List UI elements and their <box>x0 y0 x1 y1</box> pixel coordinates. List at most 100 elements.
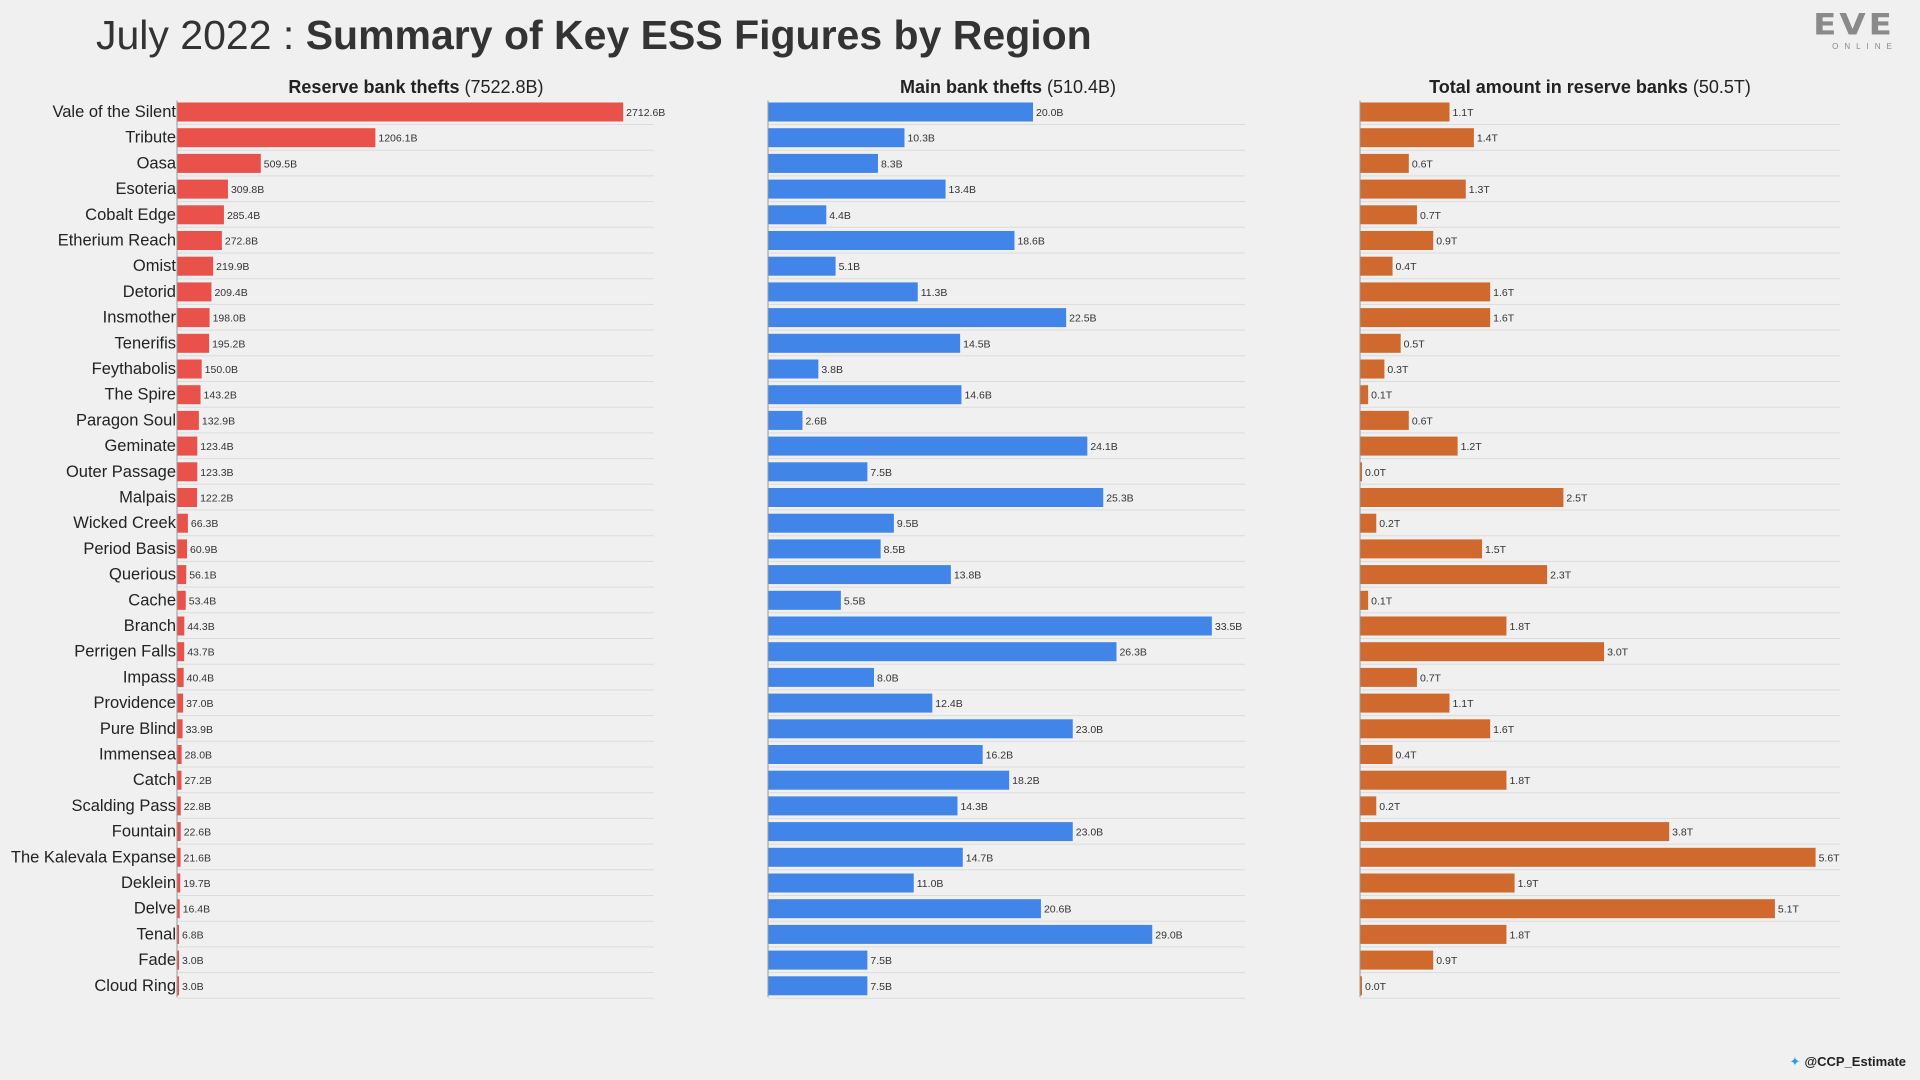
bar-deklein <box>177 873 181 893</box>
data-label-perrigen-falls: 3.0T <box>1607 647 1629 659</box>
bar-insmother <box>177 308 210 328</box>
bar-paragon-soul <box>177 410 199 430</box>
data-label-the-spire: 0.1T <box>1371 390 1393 402</box>
chart-reserve-bank-thefts: Reserve bank thefts (7522.8B) 2712.6B 1206… <box>176 77 665 999</box>
data-label-immensea: 0.4T <box>1396 750 1418 762</box>
region-label-wicked-creek: Wicked Creek <box>73 514 176 532</box>
data-label-querious: 56.1B <box>189 570 216 582</box>
bar-cache <box>768 590 841 610</box>
bar-scalding-pass <box>1360 796 1377 816</box>
region-label-geminate: Geminate <box>104 437 176 455</box>
data-label-tribute: 1.4T <box>1477 133 1499 145</box>
bar-omist <box>768 256 836 276</box>
bar-feythabolis <box>768 359 819 379</box>
title-date: July 2022 : <box>96 12 306 58</box>
bar-perrigen-falls <box>177 642 185 662</box>
chart-title-total: (7522.8B) <box>465 77 544 97</box>
region-label-the-kalevala-expanse: The Kalevala Expanse <box>11 848 176 866</box>
bar-detorid <box>177 282 212 302</box>
bar-etherium-reach <box>768 231 1015 250</box>
bar-fade <box>177 950 179 970</box>
data-label-cache: 53.4B <box>189 595 216 607</box>
bar-cloud-ring <box>177 976 179 996</box>
logo-mark: EVE <box>1813 7 1895 42</box>
bar-pure-blind <box>768 719 1073 739</box>
data-label-catch: 27.2B <box>184 775 211 787</box>
bar-paragon-soul <box>768 410 803 430</box>
data-label-providence: 1.1T <box>1452 698 1474 710</box>
data-label-esoteria: 1.3T <box>1469 184 1491 196</box>
bar-the-spire <box>768 385 962 405</box>
bar-wicked-creek <box>768 513 894 533</box>
data-label-tenerifis: 14.5B <box>963 338 990 350</box>
bar-omist <box>177 256 214 276</box>
chart-title-total: (50.5T) <box>1693 77 1751 97</box>
data-label-insmother: 198.0B <box>213 313 246 325</box>
bar-cobalt-edge <box>1360 205 1417 225</box>
bar-deklein <box>1360 873 1515 893</box>
bar-cobalt-edge <box>768 205 827 225</box>
region-label-branch: Branch <box>124 617 176 635</box>
data-label-the-kalevala-expanse: 14.7B <box>966 852 993 864</box>
region-label-querious: Querious <box>109 566 176 584</box>
region-label-pure-blind: Pure Blind <box>100 720 176 738</box>
bar-geminate <box>1360 436 1458 456</box>
region-label-delve: Delve <box>134 900 176 918</box>
data-label-oasa: 509.5B <box>264 158 297 170</box>
data-label-branch: 1.8T <box>1509 621 1531 633</box>
region-label-impass: Impass <box>123 668 176 686</box>
chart-total-amount-in-reserve-banks: Total amount in reserve banks (50.5T) 1.1… <box>1359 77 1840 999</box>
region-label-cobalt-edge: Cobalt Edge <box>85 206 176 224</box>
data-label-fade: 7.5B <box>870 955 892 967</box>
data-label-malpais: 25.3B <box>1106 493 1133 505</box>
data-label-the-spire: 143.2B <box>204 390 237 402</box>
bar-tribute <box>177 128 376 148</box>
bar-outer-passage <box>177 462 198 482</box>
data-label-tribute: 10.3B <box>907 133 934 145</box>
logo-subtitle: ONLINE <box>1832 42 1898 51</box>
chart-title-reserve-bank-thefts: Reserve bank thefts (7522.8B) <box>288 77 543 97</box>
bar-catch <box>768 770 1010 790</box>
region-label-detorid: Detorid <box>123 283 176 301</box>
bar-paragon-soul <box>1360 410 1409 430</box>
bar-providence <box>177 693 184 713</box>
bar-fountain <box>1360 822 1670 842</box>
data-label-cloud-ring: 7.5B <box>870 981 892 993</box>
region-label-scalding-pass: Scalding Pass <box>71 797 176 815</box>
bar-malpais <box>768 488 1104 507</box>
bar-the-spire <box>177 385 201 405</box>
data-label-cobalt-edge: 285.4B <box>227 210 260 222</box>
bar-malpais <box>1360 488 1564 507</box>
data-label-querious: 2.3T <box>1550 570 1572 582</box>
bar-cloud-ring <box>768 976 868 996</box>
region-label-insmother: Insmother <box>103 309 177 327</box>
data-label-fade: 0.9T <box>1436 955 1458 967</box>
data-label-etherium-reach: 272.8B <box>225 236 258 248</box>
bar-geminate <box>768 436 1088 456</box>
region-label-feythabolis: Feythabolis <box>92 360 176 378</box>
bar-querious <box>177 565 187 585</box>
data-label-paragon-soul: 2.6B <box>805 415 827 427</box>
data-label-immensea: 16.2B <box>986 750 1013 762</box>
data-label-geminate: 1.2T <box>1461 441 1483 453</box>
data-label-wicked-creek: 9.5B <box>897 518 919 530</box>
region-label-tenal: Tenal <box>137 925 176 943</box>
bar-pure-blind <box>177 719 183 739</box>
data-label-cache: 0.1T <box>1371 595 1393 607</box>
data-label-branch: 44.3B <box>187 621 214 633</box>
data-label-oasa: 0.6T <box>1412 158 1434 170</box>
bar-delve <box>1360 899 1775 919</box>
data-label-oasa: 8.3B <box>881 158 903 170</box>
bar-cache <box>177 590 186 610</box>
data-label-outer-passage: 7.5B <box>870 467 892 479</box>
data-label-etherium-reach: 18.6B <box>1017 236 1044 248</box>
region-label-perrigen-falls: Perrigen Falls <box>74 643 176 661</box>
bar-delve <box>177 899 180 919</box>
bar-the-kalevala-expanse <box>177 847 181 867</box>
chart-title-main: Main bank thefts <box>900 77 1047 97</box>
bar-delve <box>768 899 1041 919</box>
region-label-cache: Cache <box>128 591 176 609</box>
data-label-etherium-reach: 0.9T <box>1436 236 1458 248</box>
bar-feythabolis <box>1360 359 1385 379</box>
